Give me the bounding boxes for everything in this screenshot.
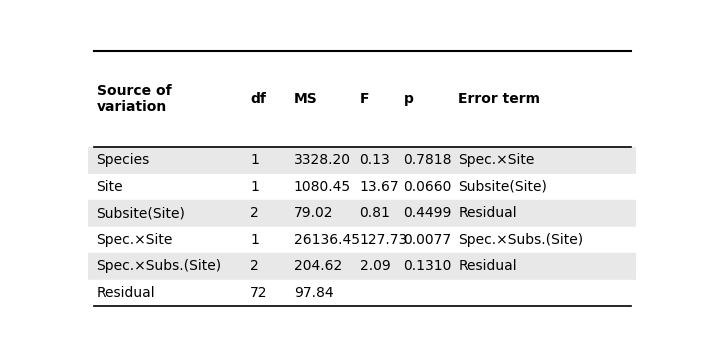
Text: 0.7818: 0.7818 — [404, 153, 452, 167]
Text: Subsite(Site): Subsite(Site) — [458, 180, 547, 194]
Text: Spec.×Subs.(Site): Spec.×Subs.(Site) — [97, 259, 222, 273]
Text: 3328.20: 3328.20 — [294, 153, 351, 167]
Text: 204.62: 204.62 — [294, 259, 342, 273]
Text: 127.73: 127.73 — [360, 233, 408, 247]
Text: Spec.×Site: Spec.×Site — [97, 233, 173, 247]
Text: Spec.×Site: Spec.×Site — [458, 153, 534, 167]
Text: 2: 2 — [250, 259, 259, 273]
Text: Source of
variation: Source of variation — [97, 84, 171, 114]
Text: 0.4499: 0.4499 — [404, 206, 452, 220]
Text: 72: 72 — [250, 286, 267, 300]
Text: 26136.45: 26136.45 — [294, 233, 360, 247]
Text: Subsite(Site): Subsite(Site) — [97, 206, 185, 220]
Text: 0.1310: 0.1310 — [404, 259, 452, 273]
Text: Site: Site — [97, 180, 123, 194]
Text: 1: 1 — [250, 180, 259, 194]
Bar — [88, 227, 636, 253]
Text: Species: Species — [97, 153, 150, 167]
Text: Spec.×Subs.(Site): Spec.×Subs.(Site) — [458, 233, 583, 247]
Text: 2.09: 2.09 — [360, 259, 390, 273]
Text: 79.02: 79.02 — [294, 206, 333, 220]
Text: 0.0077: 0.0077 — [404, 233, 452, 247]
Text: 1080.45: 1080.45 — [294, 180, 351, 194]
Bar — [88, 253, 636, 280]
Text: Residual: Residual — [97, 286, 156, 300]
Text: p: p — [404, 92, 414, 106]
Text: Residual: Residual — [458, 206, 517, 220]
Text: Error term: Error term — [458, 92, 540, 106]
Text: 1: 1 — [250, 153, 259, 167]
Text: MS: MS — [294, 92, 317, 106]
Text: Residual: Residual — [458, 259, 517, 273]
Bar — [88, 200, 636, 227]
Bar — [88, 147, 636, 174]
Text: 0.13: 0.13 — [360, 153, 390, 167]
Text: 1: 1 — [250, 233, 259, 247]
Text: F: F — [360, 92, 369, 106]
Text: 0.0660: 0.0660 — [404, 180, 452, 194]
Text: 13.67: 13.67 — [360, 180, 399, 194]
Bar — [88, 280, 636, 306]
Text: 0.81: 0.81 — [360, 206, 390, 220]
Text: df: df — [250, 92, 266, 106]
Text: 2: 2 — [250, 206, 259, 220]
Bar — [88, 174, 636, 200]
Text: 97.84: 97.84 — [294, 286, 334, 300]
